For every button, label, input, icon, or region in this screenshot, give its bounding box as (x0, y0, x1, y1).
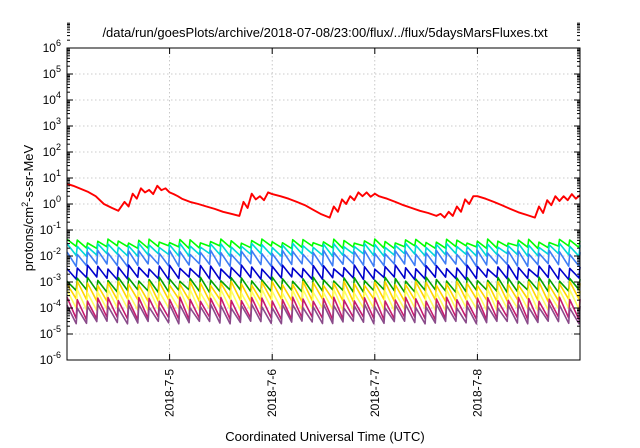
y-axis-title: protons/cm2-s-sr-MeV (20, 144, 36, 271)
y-tick-label: 100 (43, 194, 61, 211)
axis-ticks (67, 22, 580, 361)
y-tick-label: 104 (43, 90, 61, 107)
chart-title: /data/run/goesPlots/archive/2018-07-08/2… (102, 25, 548, 40)
y-tick-label: 105 (43, 64, 61, 81)
y-tick-label: 101 (43, 168, 61, 185)
y-tick-label: 10-1 (40, 220, 61, 237)
x-tick-label: 2018-7-7 (368, 369, 382, 417)
y-tick-label: 10-4 (40, 298, 61, 315)
tick-labels: 106 105 104 103 102 101 100 10-1 10-2 10-3 10-4 10-… (40, 38, 485, 417)
x-tick-label: 2018-7-6 (265, 369, 279, 417)
y-tick-label: 10-3 (40, 272, 61, 289)
y-tick-label: 10-2 (40, 246, 61, 263)
series-line (66, 249, 581, 268)
series-line (66, 264, 581, 281)
series-line (66, 242, 581, 258)
series-line (66, 303, 581, 325)
series-group (66, 182, 581, 325)
series-line (66, 238, 581, 250)
y-tick-label: 102 (43, 142, 61, 159)
y-tick-label: 10-5 (40, 324, 61, 341)
series-line (66, 182, 581, 219)
y-tick-label: 10-6 (40, 350, 61, 367)
y-tick-label: 106 (43, 38, 61, 55)
x-tick-label: 2018-7-5 (163, 369, 177, 417)
y-tick-label: 103 (43, 116, 61, 133)
x-axis-title: Coordinated Universal Time (UTC) (225, 429, 424, 444)
x-tick-label: 2018-7-8 (470, 369, 484, 417)
